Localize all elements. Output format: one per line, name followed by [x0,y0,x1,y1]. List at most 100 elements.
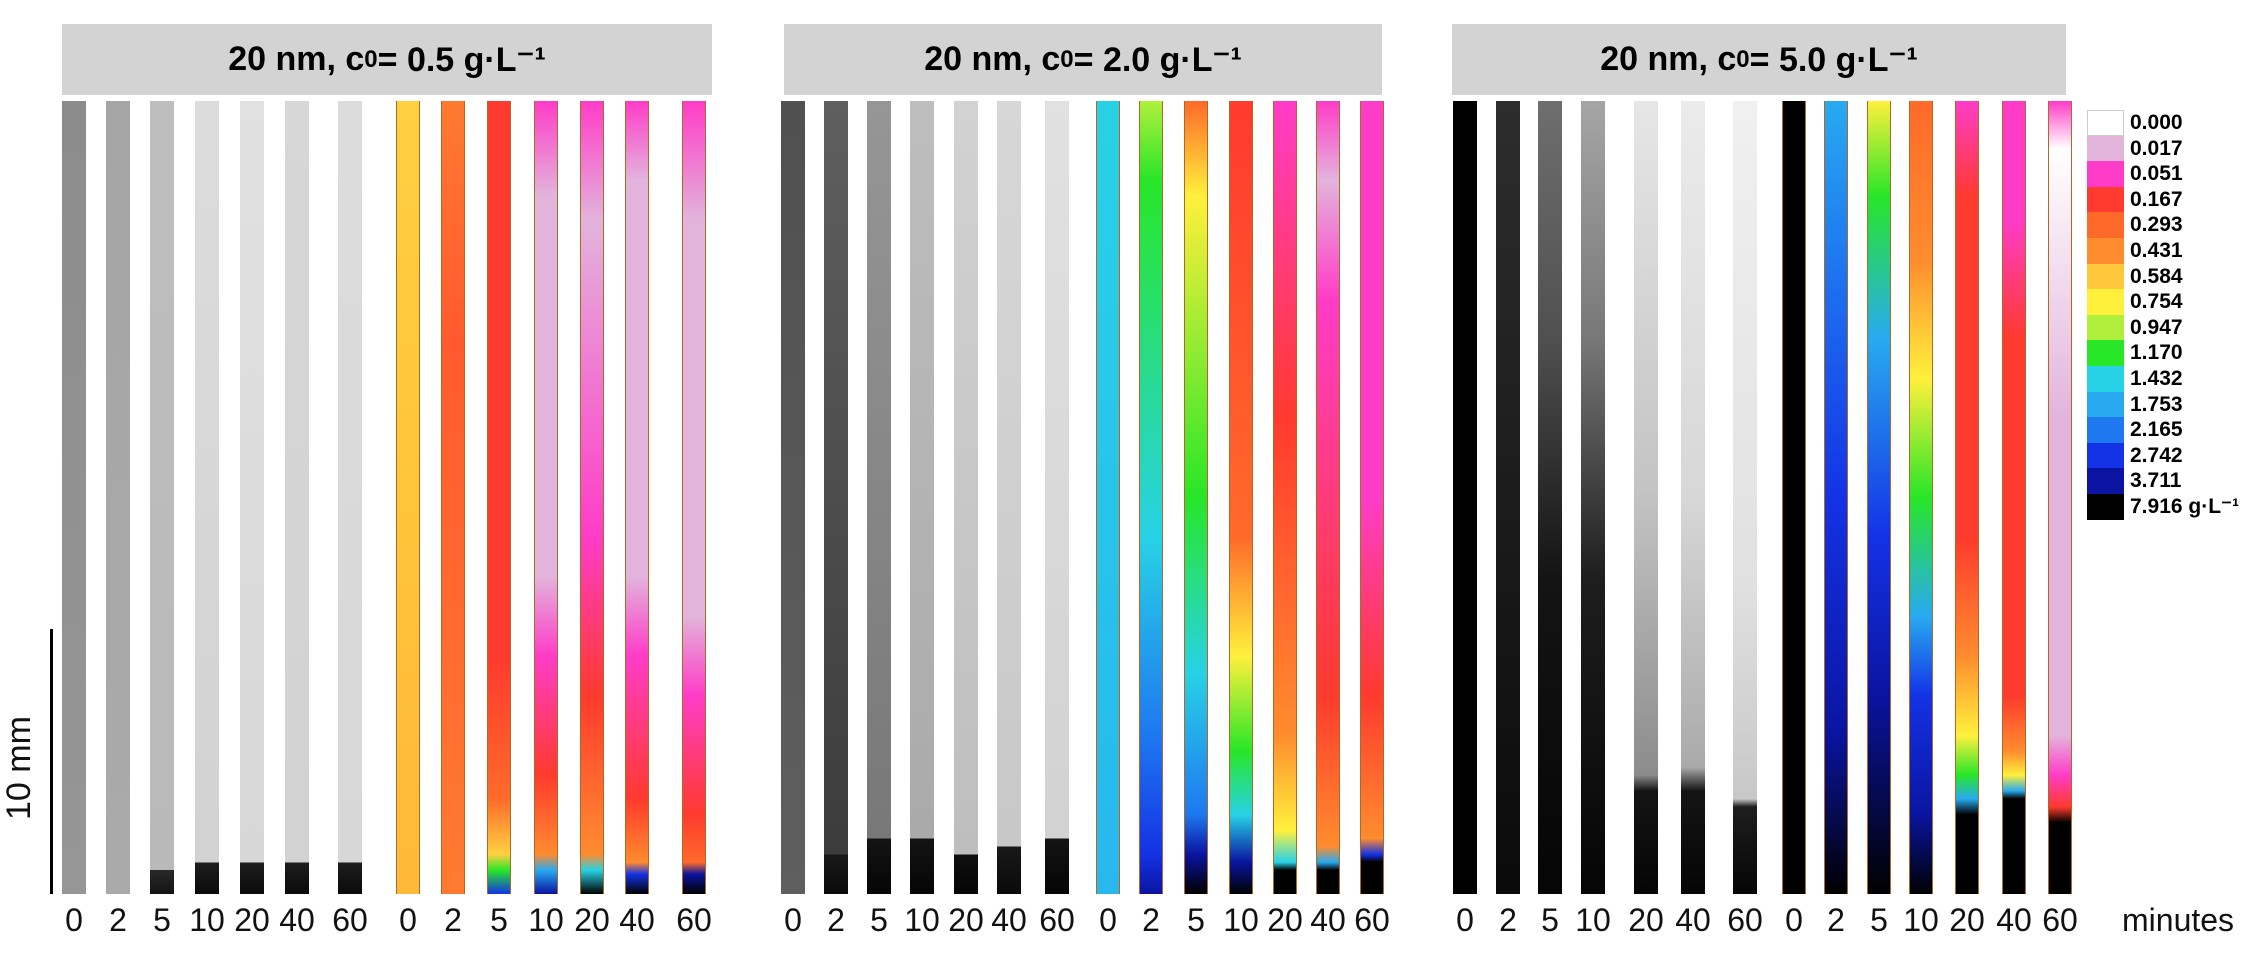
grayscale-tube [1733,101,1757,894]
time-tick-label: 10 [904,902,940,938]
time-tick-label: 10 [528,902,564,938]
color-map-tube [625,101,649,894]
time-tick-label: 5 [870,902,888,938]
grayscale-tube [997,101,1021,894]
color-map-tube [580,101,604,894]
legend-entry: 0.293 [2087,212,2262,238]
legend-entry: 2.742 [2087,442,2262,469]
time-tick-label: 2 [1142,902,1160,938]
time-tick-label: 20 [948,902,984,938]
time-tick-label: 0 [65,902,83,938]
time-tick-label: 5 [153,902,171,938]
legend-swatch [2087,442,2124,469]
time-tick-label: 10 [1575,902,1611,938]
time-tick-label: 40 [279,902,315,938]
legend-swatch [2087,186,2124,213]
time-tick-label: 5 [490,902,508,938]
legend-swatch [2087,468,2124,494]
panel-title-subscript: 0 [1060,45,1074,73]
legend-label: 7.916 g·L⁻¹ [2130,495,2240,518]
color-map-tube [1316,101,1340,894]
panel-title-text: = 5.0 g·L⁻¹ [1749,40,1918,79]
grayscale-tube [954,101,978,894]
legend-swatch [2087,340,2124,366]
time-tick-label: 20 [1628,902,1664,938]
grayscale-tube [240,101,264,894]
time-tick-label: 40 [619,902,655,938]
grayscale-tube [867,101,891,894]
legend-entry: 0.584 [2087,263,2262,290]
time-tick-label: 60 [1354,902,1390,938]
legend-swatch [2087,110,2124,136]
time-tick-label: 40 [1675,902,1711,938]
time-tick-label: 2 [444,902,462,938]
grayscale-tube [338,101,362,894]
legend-label: 2.165 [2130,418,2183,442]
time-tick-label: 20 [574,902,610,938]
panel-title-subscript: 0 [1736,45,1750,73]
time-tick-label: 0 [1456,902,1474,938]
legend-entry: 0.000 [2087,110,2262,136]
color-map-tube [1909,101,1933,894]
legend-swatch [2087,314,2124,341]
color-map-tube [1273,101,1297,894]
time-tick-label: 0 [1099,902,1117,938]
legend-entry: 0.431 [2087,238,2262,264]
panel-title-text: 20 nm, c [1600,40,1737,78]
time-tick-label: 60 [1039,902,1075,938]
time-tick-label: 20 [234,902,270,938]
legend-swatch [2087,263,2124,290]
color-map-tube [1360,101,1384,894]
time-tick-label: 5 [1870,902,1888,938]
color-map-tube [1867,101,1891,894]
legend-entry: 7.916 g·L⁻¹ [2087,494,2262,520]
color-map-tube [682,101,706,894]
grayscale-tube [1634,101,1658,894]
legend-entry: 3.711 [2087,468,2262,494]
grayscale-tube [150,101,174,894]
grayscale-tube [195,101,219,894]
legend-label: 1.432 [2130,367,2183,390]
time-unit-label: minutes [2122,902,2235,938]
grayscale-tube [1681,101,1705,894]
panel-title-text: = 2.0 g·L⁻¹ [1073,40,1242,79]
time-tick-label: 0 [784,902,802,938]
grayscale-tube [1581,101,1605,894]
grayscale-tube [62,101,86,894]
legend-swatch [2087,135,2124,162]
legend-label: 0.051 [2130,162,2183,186]
legend-swatch [2087,417,2124,443]
time-tick-label: 5 [1187,902,1205,938]
color-map-tube [1139,101,1163,894]
grayscale-tube [1453,101,1477,894]
time-tick-label: 40 [1996,902,2032,938]
legend-entry: 1.753 [2087,391,2262,418]
panel-title-subscript: 0 [364,45,378,73]
grayscale-tube [1538,101,1562,894]
panel-title-text: 20 nm, c [924,40,1061,78]
time-tick-label: 60 [332,902,368,938]
time-tick-label: 40 [1310,902,1346,938]
legend-swatch [2087,494,2124,520]
time-tick-label: 10 [189,902,225,938]
legend-entry: 0.947 [2087,314,2262,341]
legend-entry: 2.165 [2087,417,2262,443]
color-map-tube [487,101,511,894]
legend-label: 0.000 [2130,111,2183,134]
grayscale-tube [910,101,934,894]
legend-entry: 0.051 [2087,161,2262,187]
grayscale-tube [285,101,309,894]
time-tick-label: 20 [1267,902,1303,938]
time-tick-label: 2 [109,902,127,938]
legend-entry: 0.017 [2087,135,2262,162]
legend-label: 0.947 [2130,315,2183,339]
time-tick-label: 60 [676,902,712,938]
time-tick-label: 20 [1949,902,1985,938]
legend-label: 1.753 [2130,392,2183,416]
color-map-tube [396,101,420,894]
legend-label: 2.742 [2130,443,2183,467]
time-tick-label: 60 [2042,902,2078,938]
